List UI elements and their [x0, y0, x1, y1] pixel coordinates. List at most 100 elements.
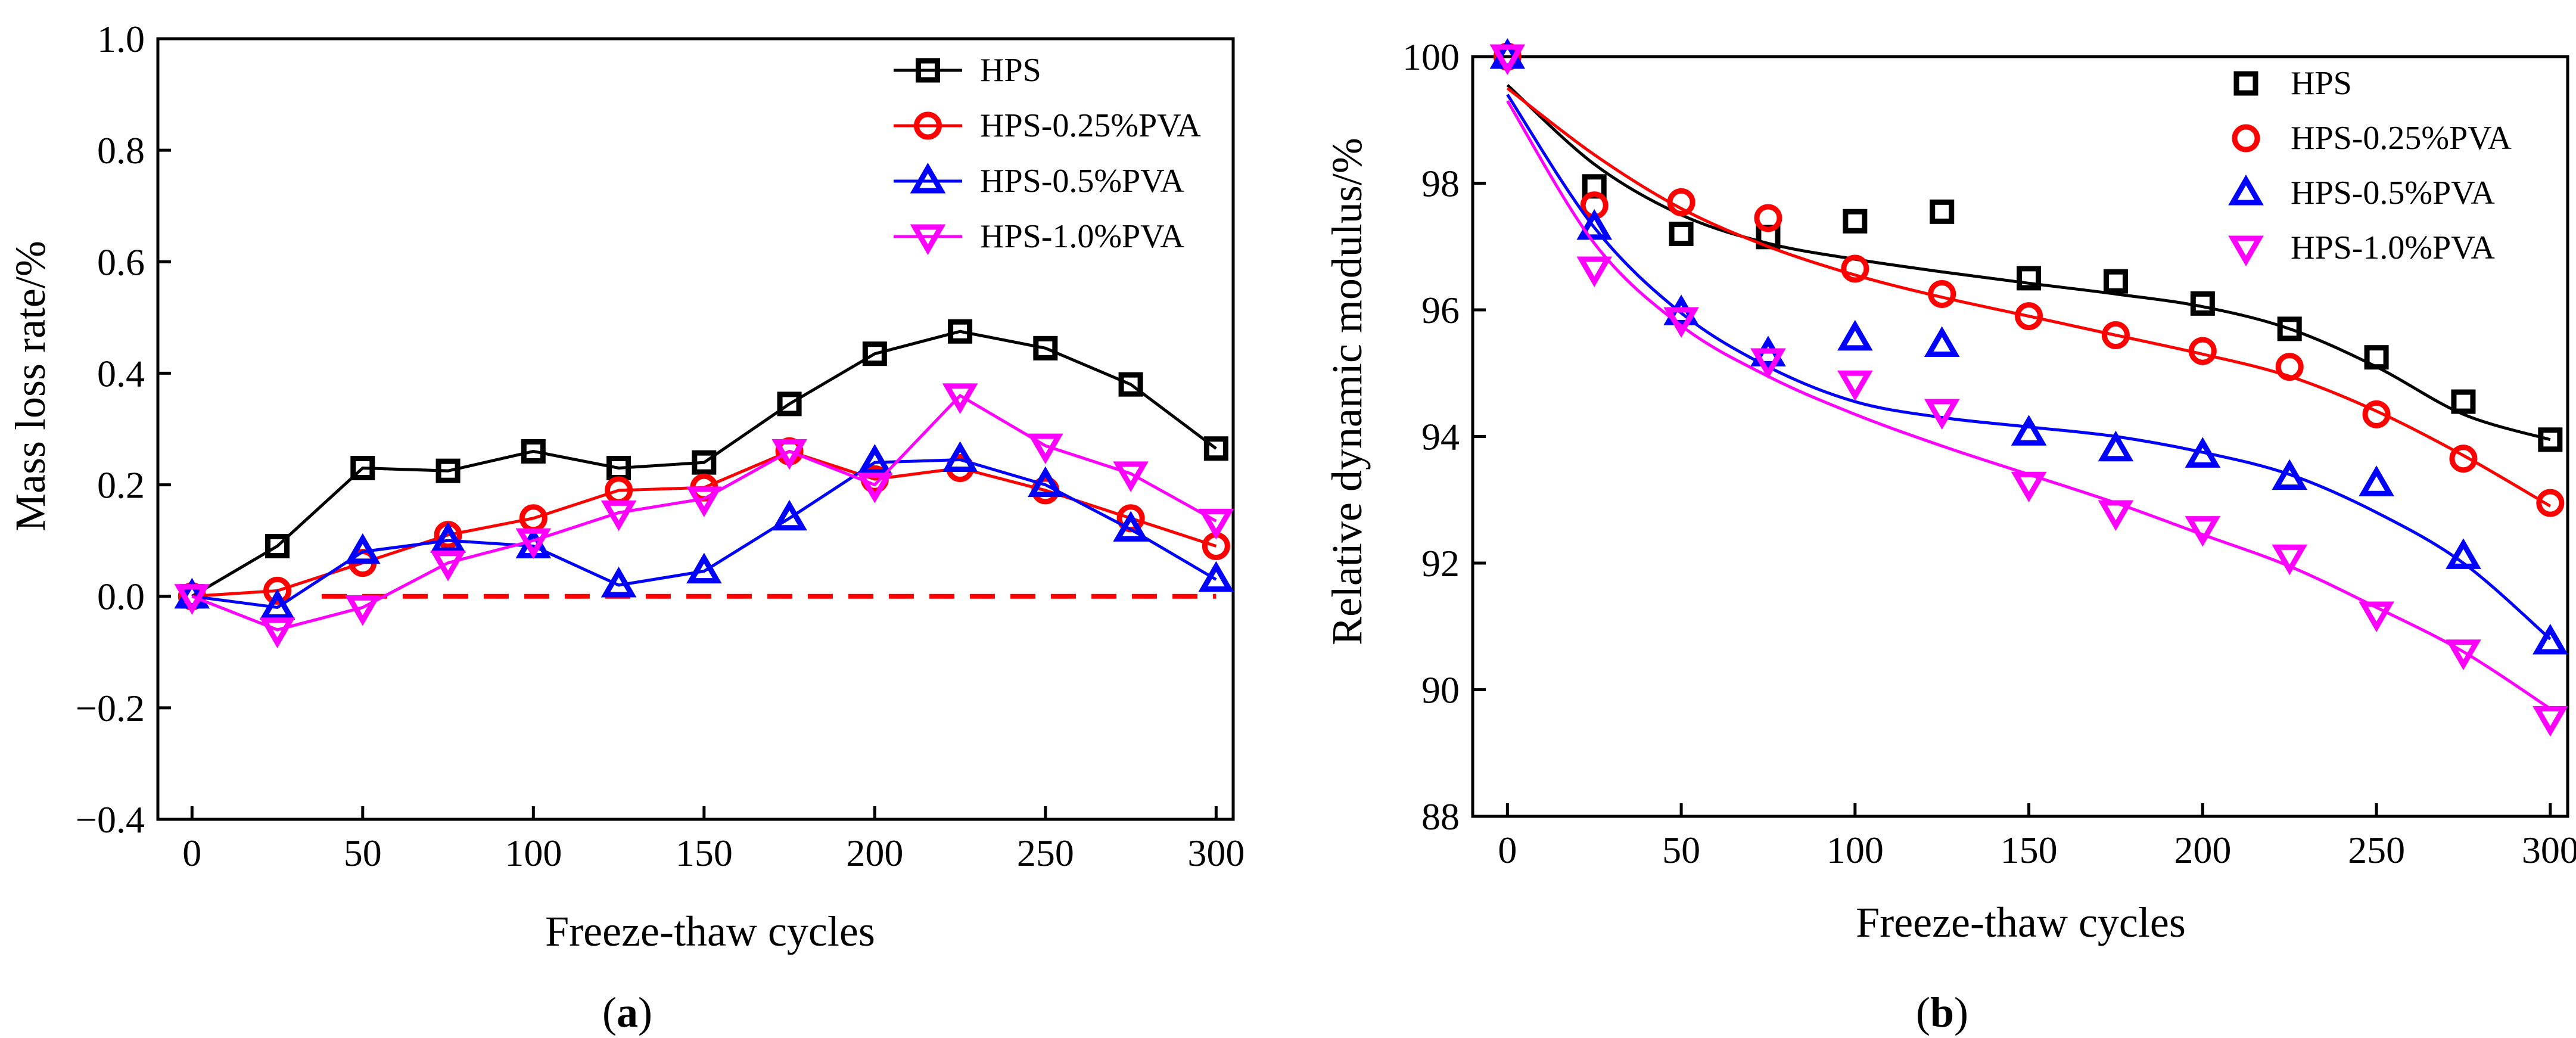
panel-a-data-point-hps-1-0-pva	[1113, 461, 1149, 492]
panel-b-data-point-hps-0-25-pva	[2188, 337, 2217, 365]
panel-b-legend-marker-hps	[2233, 71, 2258, 96]
panel-a-data-point-hps	[1203, 436, 1228, 461]
panel-a-legend-marker-hps	[916, 58, 940, 83]
panel-b-legend-label-hps: HPS	[2291, 65, 2352, 102]
panel-b-fit-curve-hps-0-25-pva	[1506, 87, 2552, 508]
panel-a-data-point-hps-1-0-pva	[857, 473, 893, 504]
panel-a-data-point-hps-0-5-pva	[345, 533, 381, 564]
panel-b-data-point-hps-1-0-pva	[2272, 544, 2308, 576]
panel-a-data-point-hps-0-25-pva	[263, 576, 292, 605]
panel-b-y-tick-label: 88	[1421, 795, 1460, 838]
panel-b-data-point-hps	[2277, 316, 2302, 341]
panel-a-data-point-hps-0-5-pva	[857, 444, 893, 475]
panel-b-y-tick-label: 98	[1421, 163, 1460, 205]
panel-b-y-tick-label: 100	[1402, 36, 1460, 78]
panel-a-legend-marker-hps-0-25-pva	[914, 111, 942, 140]
panel-b-legend-marker-hps-0-25-pva	[2232, 124, 2260, 153]
panel-b-data-point-hps-0-5-pva	[2098, 430, 2134, 462]
panel-a-data-point-hps-1-0-pva	[1198, 508, 1234, 540]
panel-b-data-point-hps-0-5-pva	[2272, 459, 2308, 490]
panel-b-data-point-hps-1-0-pva	[2185, 516, 2221, 547]
panel-b-series-hps-0-25-pva	[1493, 42, 2565, 517]
panel-b-legend-marker-hps-0-5-pva	[2228, 175, 2264, 206]
panel-b-data-point-hps-0-5-pva	[1837, 319, 1873, 351]
panel-b-data-point-hps-1-0-pva	[2533, 706, 2568, 737]
panel-b-x-tick-label: 200	[2174, 829, 2231, 871]
panel-b-data-point-hps-0-25-pva	[1667, 188, 1695, 216]
panel-b-data-point-hps-1-0-pva	[2098, 500, 2134, 531]
panel-b-legend: HPS HPS-0.25%PVA HPS-0.5%PVA HPS-1.0%PVA	[2228, 65, 2512, 266]
panel-a-legend-label-hps-0-25-pva: HPS-0.25%PVA	[980, 107, 1201, 144]
panel-b-y-tick-label: 92	[1421, 542, 1460, 585]
panel-b-x-tick-label: 100	[1827, 829, 1884, 871]
panel-b-caption: (b)	[1916, 989, 1968, 1036]
panel-b: 0 50 100 150 200 250 300 88 90 92 94 96 98 100 HPS HPS-…	[1323, 36, 2576, 1036]
panel-b-x-axis-label: Freeze-thaw cycles	[1856, 899, 2186, 946]
panel-a-y-tick-label: 0.6	[97, 241, 145, 283]
panel-a-y-tick-label: −0.4	[76, 798, 145, 841]
panel-b-x-tick-label: 150	[2001, 829, 2058, 871]
panel-a-caption: (a)	[602, 989, 652, 1036]
panel-b-data-point-hps	[2451, 389, 2476, 414]
panel-b-data-point-hps-0-25-pva	[2362, 400, 2391, 428]
panel-a-data-point-hps-1-0-pva	[686, 486, 722, 517]
panel-b-y-tick-label: 90	[1421, 669, 1460, 711]
panel-b-legend-label-hps-0-25-pva: HPS-0.25%PVA	[2291, 120, 2512, 157]
panel-a-series-line-hps-1-0-pva	[191, 393, 1217, 632]
panel-b-data-point-hps-1-0-pva	[1663, 307, 1699, 338]
panel-a-y-tick-label: 0.2	[97, 464, 145, 506]
panel-a-data-point-hps-0-5-pva	[1113, 511, 1149, 542]
panel-b-data-point-hps-1-0-pva	[1837, 370, 1873, 402]
panel-b-data-point-hps-0-5-pva	[1924, 326, 1960, 357]
panel-b-legend-label-hps-1-0-pva: HPS-1.0%PVA	[2291, 229, 2495, 266]
panel-b-data-point-hps	[2017, 266, 2042, 291]
panel-a-x-axis-label: Freeze-thaw cycles	[545, 908, 875, 955]
panel-b-data-point-hps-0-5-pva	[2185, 437, 2221, 468]
panel-a-y-tick-label: 0.0	[97, 576, 145, 618]
panel-b-data-point-hps	[1843, 209, 1868, 234]
panel-b-data-point-hps-0-25-pva	[2101, 321, 2130, 349]
panel-a-caption-letter: a	[617, 989, 638, 1036]
panel-b-data-point-hps-1-0-pva	[2446, 639, 2481, 670]
panel-a-data-point-hps	[948, 319, 973, 344]
panel-b-fit-curve-hps-1-0-pva	[1506, 100, 2552, 710]
panel-b-data-point-hps-0-5-pva	[2011, 415, 2047, 446]
panel-a-series-hps-1-0-pva	[174, 383, 1234, 648]
panel-b-data-point-hps-1-0-pva	[1489, 44, 1526, 75]
panel-b-data-point-hps-0-5-pva	[1576, 209, 1613, 240]
panel-b-data-point-hps-0-25-pva	[1841, 254, 1869, 283]
panel-a-data-point-hps	[521, 439, 546, 464]
panel-b-data-point-hps-0-5-pva	[2533, 623, 2568, 655]
panel-a-x-tick-label: 150	[676, 832, 733, 874]
panel-b-data-point-hps-1-0-pva	[1924, 399, 1960, 430]
panel-b-data-point-hps-1-0-pva	[2359, 601, 2394, 632]
panel-a-data-point-hps-0-5-pva	[771, 499, 807, 531]
panel-a-y-tick-label: 0.4	[97, 352, 145, 394]
panel-a-data-point-hps	[1033, 335, 1058, 360]
panel-b-data-point-hps	[1930, 199, 1955, 224]
panel-a-y-tick-label: −0.2	[76, 687, 145, 729]
panel-b-legend-label-hps-0-5-pva: HPS-0.5%PVA	[2291, 175, 2495, 212]
panel-b-data-point-hps-0-25-pva	[2449, 445, 2478, 473]
panel-a-data-point-hps-1-0-pva	[515, 528, 552, 560]
panel-b-y-tick-label: 94	[1421, 416, 1460, 458]
panel-a-data-point-hps	[777, 391, 802, 417]
panel-b-data-point-hps	[2364, 345, 2389, 370]
panel-a-series-line-hps	[191, 330, 1217, 598]
panel-a-data-point-hps	[265, 534, 290, 558]
panel-b-x-tick-label: 250	[2348, 829, 2405, 871]
panel-b-x-tick-label: 0	[1498, 829, 1517, 871]
panel-a-data-point-hps-1-0-pva	[1028, 433, 1063, 465]
panel-b-data-point-hps	[1669, 222, 1694, 246]
panel-a-y-axis-label: Mass loss rate/%	[7, 241, 54, 532]
panel-a-data-point-hps	[350, 456, 375, 480]
panel-b-x-tick-label: 50	[1662, 829, 1700, 871]
panel-a-data-point-hps-0-5-pva	[1198, 561, 1234, 592]
panel-a-data-point-hps-1-0-pva	[174, 584, 210, 615]
panel-a: 0 50 100 150 200 250 300 −0.4 −0.2 0.0 0.2 0.4 0.6 0.…	[7, 18, 1245, 1036]
panel-a-legend-marker-hps-1-0-pva	[910, 224, 946, 255]
panel-a-x-tick-label: 300	[1187, 832, 1245, 874]
panel-a-data-point-hps-0-5-pva	[1028, 466, 1063, 498]
panel-a-data-point-hps-0-5-pva	[601, 567, 637, 598]
panel-b-x-tick-label: 300	[2522, 829, 2576, 871]
